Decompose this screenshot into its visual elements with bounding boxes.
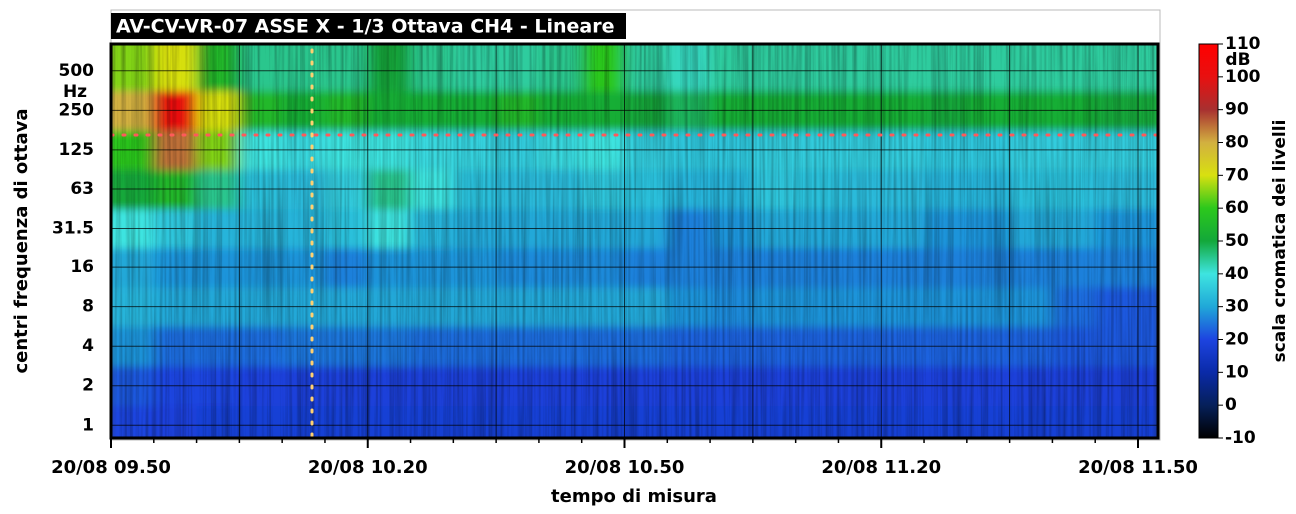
- x-tick-label: 20/08 09.50: [51, 457, 171, 478]
- colorbar-tick-label: 50: [1225, 231, 1249, 251]
- colorbar: [1198, 43, 1219, 439]
- x-tick-label: 20/08 11.20: [821, 457, 941, 478]
- colorbar-tick-label: 70: [1225, 165, 1249, 185]
- title-box: [111, 13, 626, 39]
- y-tick-label: 8: [82, 297, 94, 317]
- chart-title: AV-CV-VR-07 ASSE X - 1/3 Ottava CH4 - Li…: [116, 16, 615, 38]
- y-tick-label: 31.5: [52, 218, 94, 238]
- colorbar-tick-label: 20: [1225, 330, 1249, 350]
- colorbar-tick-label: 10: [1225, 362, 1249, 382]
- colorbar-tick-label: 0: [1225, 395, 1237, 415]
- colorbar-tick-label: 110: [1225, 34, 1261, 54]
- y-tick-label: 16: [70, 257, 94, 277]
- texture: [111, 44, 1158, 438]
- y-tick-label: 2: [82, 376, 94, 396]
- colorbar-tick-label: 100: [1225, 67, 1261, 87]
- x-tick-label: 20/08 10.20: [308, 457, 428, 478]
- colorbar-tick-label: 90: [1225, 100, 1249, 120]
- x-axis-label: tempo di misura: [551, 486, 717, 507]
- y-tick-label: 63: [70, 179, 94, 199]
- colorbar-tick-label: 40: [1225, 264, 1249, 284]
- colorbar-label: scala cromatica dei livelli: [1270, 120, 1290, 363]
- colorbar-tick-label: 60: [1225, 198, 1249, 218]
- y-tick-label: 500: [59, 61, 95, 81]
- y-tick-label: 125: [59, 140, 95, 160]
- x-tick-label: 20/08 10.50: [565, 457, 685, 478]
- plot-border: [109, 42, 1160, 440]
- colorbar-tick-label: 80: [1225, 133, 1249, 153]
- colorbar-unit: dB: [1225, 50, 1250, 70]
- y-axis-label: centri frequenza di ottava: [11, 108, 32, 373]
- grid: [111, 44, 1158, 438]
- y-tick-label: 1: [82, 415, 94, 435]
- colorbar-tick-label: -10: [1225, 428, 1256, 448]
- y-tick-label: 250: [59, 100, 95, 120]
- x-tick-label: 20/08 11.50: [1078, 457, 1198, 478]
- y-unit: Hz: [63, 82, 87, 102]
- colorbar-tick-label: 30: [1225, 297, 1249, 317]
- y-tick-label: 4: [82, 336, 94, 356]
